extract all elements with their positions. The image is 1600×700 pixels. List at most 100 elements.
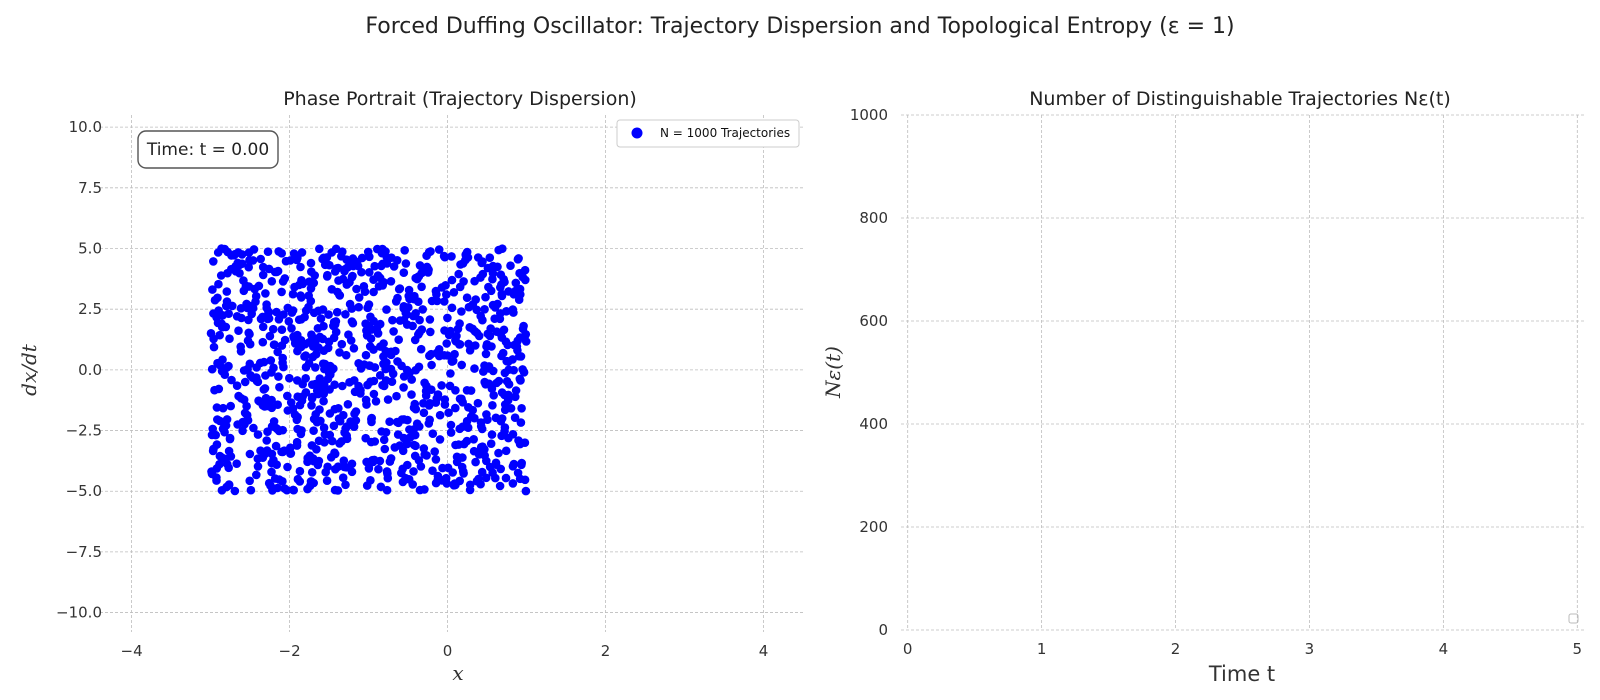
trajectory-point xyxy=(510,413,520,423)
trajectory-point xyxy=(231,267,241,276)
trajectory-point xyxy=(227,375,236,385)
trajectory-point xyxy=(503,340,512,350)
trajectory-point xyxy=(213,248,223,257)
trajectory-point xyxy=(437,381,446,390)
phase-portrait-legend: N = 1000 Trajectories xyxy=(616,119,800,148)
trajectory-point xyxy=(212,403,222,412)
trajectory-point xyxy=(382,305,391,314)
trajectory-point xyxy=(449,288,459,297)
trajectory-point xyxy=(313,324,323,333)
trajectory-point xyxy=(330,267,340,276)
trajectory-point xyxy=(447,303,457,313)
phase-portrait-axes: Phase Portrait (Trajectory Dispersion) −… xyxy=(17,88,803,685)
trajectory-point xyxy=(300,352,309,361)
trajectory-point xyxy=(208,285,217,294)
trajectory-point xyxy=(375,319,385,329)
trajectory-point xyxy=(462,386,472,395)
trajectory-point xyxy=(258,453,268,463)
trajectory-point xyxy=(502,377,512,386)
y-tick-label: 800 xyxy=(859,209,888,227)
trajectory-point xyxy=(331,464,340,474)
trajectory-point xyxy=(474,331,484,341)
trajectory-point xyxy=(386,364,396,374)
trajectory-point xyxy=(345,278,354,287)
trajectory-point xyxy=(266,481,275,490)
trajectory-point xyxy=(426,327,435,337)
trajectory-point xyxy=(296,291,305,300)
trajectory-point xyxy=(274,372,283,381)
trajectory-point xyxy=(414,272,424,281)
trajectory-point xyxy=(330,404,340,414)
trajectory-point xyxy=(261,371,270,380)
trajectory-point xyxy=(292,437,302,447)
trajectory-point xyxy=(251,470,261,480)
trajectory-point xyxy=(392,255,402,265)
trajectory-point xyxy=(273,347,283,357)
y-tick-label: 200 xyxy=(859,518,888,536)
trajectory-point xyxy=(441,281,450,290)
trajectory-point xyxy=(319,423,329,433)
x-tick-label: 3 xyxy=(1305,640,1315,658)
trajectory-point xyxy=(274,315,284,324)
trajectory-point xyxy=(349,422,359,432)
phase-portrait-title: Phase Portrait (Trajectory Dispersion) xyxy=(283,88,637,110)
trajectory-point xyxy=(383,395,393,404)
trajectory-point xyxy=(249,245,259,254)
trajectory-point xyxy=(494,245,504,255)
trajectory-point xyxy=(465,346,475,355)
trajectory-point xyxy=(309,478,319,488)
trajectory-point xyxy=(440,326,449,335)
trajectory-point xyxy=(517,458,526,468)
trajectory-point xyxy=(244,315,253,325)
trajectory-point xyxy=(365,252,374,262)
trajectory-point xyxy=(491,458,501,468)
trajectory-point xyxy=(267,277,277,286)
trajectory-point xyxy=(260,402,270,411)
trajectory-point xyxy=(227,251,236,260)
trajectory-point xyxy=(424,247,434,257)
trajectory-point xyxy=(496,416,506,426)
trajectory-point xyxy=(487,430,497,439)
trajectory-point xyxy=(440,395,450,404)
trajectory-point xyxy=(240,408,250,418)
trajectory-point xyxy=(434,245,444,254)
trajectory-point xyxy=(476,418,486,427)
trajectory-point xyxy=(395,284,405,293)
trajectory-point xyxy=(431,478,441,488)
trajectory-point xyxy=(269,340,279,350)
trajectory-point xyxy=(427,385,436,395)
trajectory-point xyxy=(263,247,273,256)
trajectory-point xyxy=(349,376,359,385)
trajectory-point xyxy=(252,376,262,386)
trajectory-point xyxy=(284,317,294,326)
trajectory-point xyxy=(226,452,236,461)
trajectory-point xyxy=(238,417,248,427)
trajectory-point xyxy=(480,305,489,314)
trajectory-point xyxy=(309,278,319,288)
trajectory-point xyxy=(405,294,414,304)
trajectory-point xyxy=(386,277,396,286)
trajectory-point xyxy=(275,382,284,392)
x-tick-label: 5 xyxy=(1573,640,1583,658)
trajectory-point xyxy=(508,430,518,439)
y-tick-label: 0.0 xyxy=(78,361,102,379)
trajectory-point xyxy=(440,475,450,485)
trajectory-point xyxy=(458,259,468,268)
phase-portrait-ylabel: dx/dt xyxy=(17,343,41,396)
x-tick-label: −4 xyxy=(121,642,143,660)
trajectory-point xyxy=(442,290,451,299)
trajectory-point xyxy=(477,258,487,268)
x-tick-label: 4 xyxy=(759,642,769,660)
trajectory-count-axes: Number of Distinguishable Trajectories N… xyxy=(821,88,1584,686)
trajectory-point xyxy=(217,319,226,328)
trajectory-point xyxy=(354,293,364,302)
trajectory-point xyxy=(362,481,372,490)
trajectory-point xyxy=(440,297,449,306)
trajectory-point xyxy=(217,453,227,462)
trajectory-point xyxy=(447,357,457,366)
trajectory-point xyxy=(452,457,462,467)
trajectory-point xyxy=(493,262,502,272)
trajectory-point xyxy=(458,398,468,407)
trajectory-point xyxy=(347,467,357,477)
trajectory-point xyxy=(222,363,232,372)
